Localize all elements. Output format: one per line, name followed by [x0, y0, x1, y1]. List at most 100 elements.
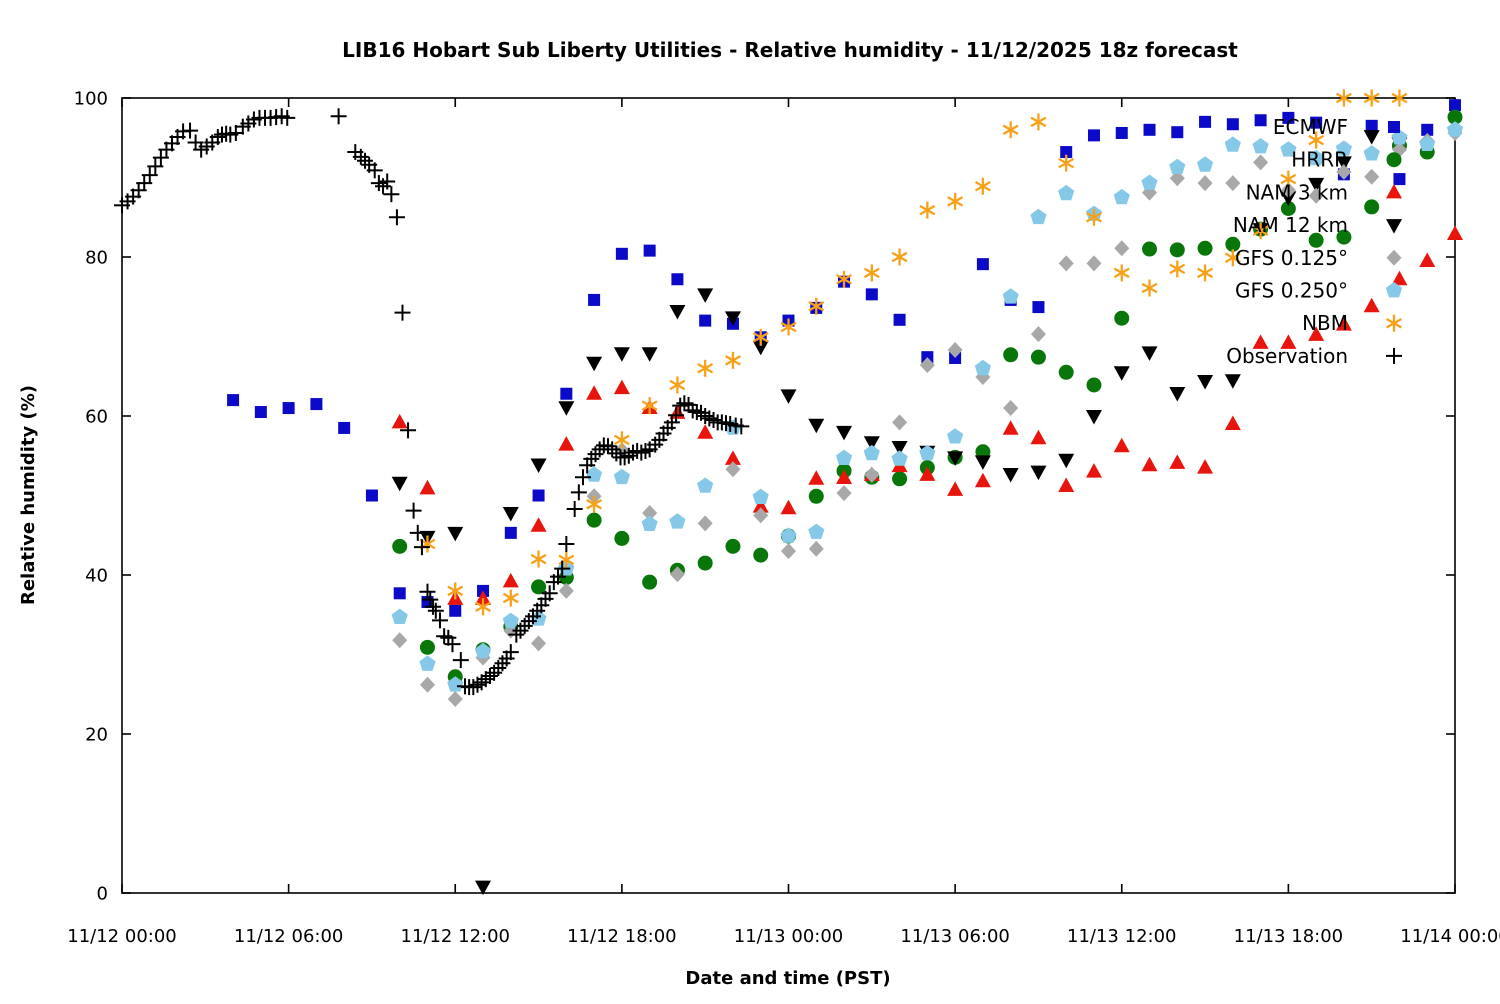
data-point-marker — [310, 398, 323, 411]
data-point-marker — [669, 305, 686, 320]
data-point-marker — [530, 553, 547, 565]
data-point-marker — [1169, 386, 1186, 402]
data-point-marker — [1308, 149, 1325, 166]
data-point-marker — [1141, 456, 1158, 472]
data-point-marker — [613, 347, 630, 362]
data-point-marker — [338, 421, 351, 434]
data-point-marker — [1225, 236, 1241, 252]
y-tick-label: 40 — [85, 566, 108, 587]
data-point-marker — [974, 180, 991, 192]
legend-label: GFS 0.250° — [1235, 279, 1348, 303]
data-point-marker — [391, 413, 408, 429]
data-point-marker — [1224, 136, 1241, 152]
data-point-marker — [1446, 121, 1464, 137]
data-point-marker — [1252, 138, 1269, 154]
x-tick-label: 11/12 06:00 — [234, 926, 343, 947]
data-point-marker — [502, 572, 519, 588]
data-point-marker — [947, 428, 964, 444]
series-gfs-0-250- — [391, 121, 1464, 692]
data-point-marker — [1363, 297, 1380, 313]
data-point-marker — [1114, 240, 1130, 257]
data-point-marker — [808, 301, 825, 312]
data-point-marker — [392, 538, 408, 554]
legend-entry-gfs-0-250-: GFS 0.250° — [1235, 279, 1403, 303]
data-point-marker — [1060, 146, 1073, 159]
data-point-marker — [1252, 334, 1269, 349]
data-point-marker — [1143, 123, 1156, 136]
data-point-marker — [1171, 126, 1184, 139]
x-axis-label: Date and time (PST) — [685, 968, 890, 989]
legend-label: Observation — [1226, 344, 1348, 368]
data-point-marker — [391, 608, 408, 624]
data-point-marker — [1086, 377, 1102, 393]
data-point-marker — [1386, 219, 1402, 234]
data-point-marker — [1058, 453, 1075, 469]
data-point-marker — [974, 472, 991, 488]
legend-label: HRRR — [1291, 148, 1348, 172]
data-point-marker — [1002, 124, 1019, 136]
data-point-marker — [724, 450, 741, 465]
data-point-marker — [1085, 463, 1102, 478]
data-point-marker — [671, 273, 684, 286]
data-point-marker — [1365, 119, 1378, 132]
data-point-marker — [1280, 173, 1297, 185]
data-point-marker — [725, 355, 741, 366]
data-point-marker — [891, 441, 908, 456]
data-point-marker — [1086, 255, 1102, 272]
data-point-marker — [1142, 241, 1158, 257]
data-point-marker — [1225, 175, 1241, 192]
x-tick-label: 11/12 18:00 — [567, 926, 676, 947]
data-point-marker — [392, 632, 408, 649]
data-point-marker — [1419, 252, 1436, 267]
data-point-marker — [1391, 129, 1408, 145]
data-point-marker — [1169, 454, 1186, 469]
data-point-marker — [1386, 183, 1402, 199]
data-point-marker — [1058, 184, 1075, 201]
data-point-marker — [697, 555, 713, 571]
legend-entry-observation: Observation — [1226, 344, 1402, 368]
data-point-marker — [725, 538, 741, 554]
legend-entry-hrrr: HRRR — [1291, 148, 1402, 172]
data-point-marker — [863, 267, 880, 279]
legend-entry-nam-3-km: NAM 3 km — [1246, 180, 1402, 204]
data-point-marker — [697, 363, 714, 374]
data-point-marker — [780, 389, 797, 404]
data-point-marker — [558, 436, 575, 451]
data-point-marker — [752, 498, 769, 513]
x-tick-label: 11/13 00:00 — [734, 926, 843, 947]
data-point-marker — [836, 469, 853, 485]
data-point-marker — [1280, 201, 1296, 217]
data-point-marker — [1113, 188, 1130, 205]
x-tick-label: 11/13 18:00 — [1234, 926, 1343, 947]
y-tick-label: 60 — [85, 407, 108, 428]
data-point-marker — [865, 288, 878, 301]
data-point-marker — [669, 566, 685, 583]
data-point-marker — [1113, 437, 1130, 453]
data-point-marker — [475, 880, 492, 896]
data-point-marker — [947, 451, 964, 466]
data-point-marker — [1113, 267, 1130, 279]
data-point-marker — [1310, 116, 1323, 129]
data-point-marker — [1363, 145, 1380, 161]
data-point-marker — [780, 321, 797, 333]
data-point-marker — [808, 470, 825, 485]
data-point-marker — [1087, 129, 1100, 142]
data-point-marker — [1363, 130, 1380, 145]
data-point-marker — [699, 314, 712, 327]
data-point-marker — [530, 517, 547, 532]
data-point-marker — [419, 479, 436, 495]
data-point-marker — [1169, 170, 1185, 187]
data-point-marker — [1197, 459, 1214, 474]
data-point-marker — [449, 604, 462, 617]
data-point-marker — [586, 356, 603, 372]
data-point-marker — [531, 579, 547, 595]
data-point-marker — [1419, 135, 1436, 151]
series-nam-3-km — [391, 225, 1463, 605]
y-tick-label: 0 — [97, 884, 108, 905]
data-point-marker — [892, 471, 908, 487]
data-point-marker — [1114, 310, 1130, 326]
data-point-marker — [893, 313, 906, 326]
data-point-marker — [780, 527, 797, 543]
